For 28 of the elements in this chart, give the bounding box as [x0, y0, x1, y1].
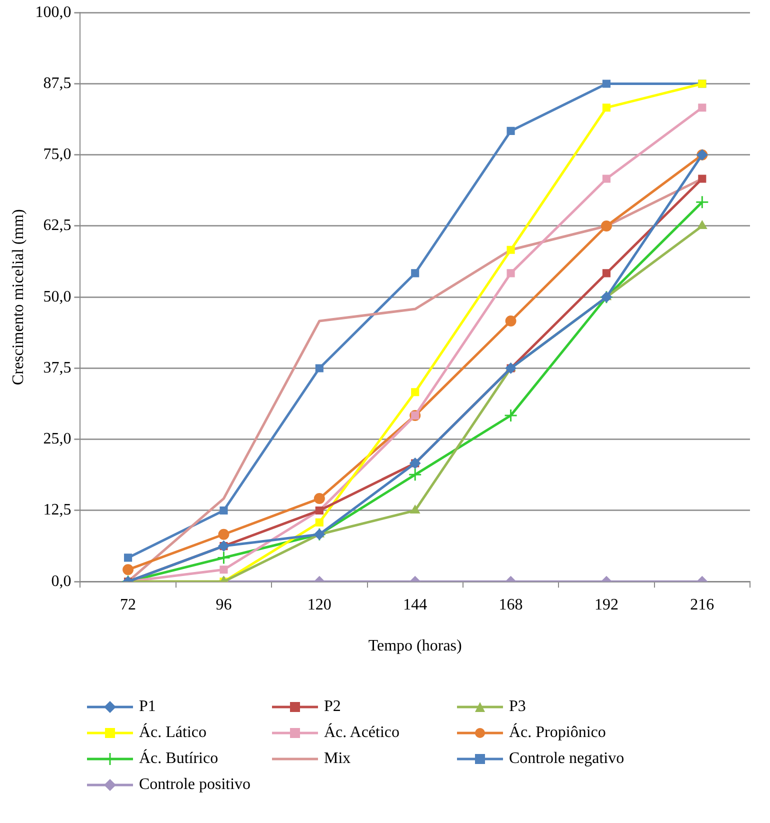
legend-label: P1 — [139, 698, 156, 716]
legend-label: Ác. Lático — [139, 724, 207, 742]
y-tick-label: 12,5 — [43, 502, 72, 519]
legend-label: Ác. Butírico — [139, 750, 218, 768]
x-tick-label: 96 — [216, 596, 232, 614]
legend-label: Mix — [324, 750, 351, 768]
x-tick-label: 192 — [594, 596, 618, 614]
y-tick-label: 87,5 — [43, 74, 72, 92]
y-tick-label: 37,5 — [43, 359, 72, 376]
y-tick-label: 0,0 — [51, 572, 72, 590]
x-tick-label: 144 — [403, 596, 428, 614]
y-tick-label: 62,5 — [43, 217, 72, 234]
legend-label: Ác. Acético — [324, 724, 400, 742]
y-tick-label: 75,0 — [43, 146, 72, 164]
y-tick-label: 100,0 — [35, 4, 72, 21]
x-tick-label: 72 — [120, 596, 136, 614]
x-tick-label: 168 — [498, 596, 523, 614]
legend-label: Controle negativo — [509, 750, 624, 768]
legend-label: P3 — [509, 698, 526, 716]
legend-label: P2 — [324, 698, 341, 716]
y-axis-title: Crescimento micelial (mm) — [10, 209, 27, 386]
x-tick-label: 216 — [690, 596, 714, 614]
legend-label: Controle positivo — [139, 776, 251, 794]
x-tick-label: 120 — [307, 596, 332, 614]
x-axis-title: Tempo (horas) — [368, 638, 462, 655]
y-tick-label: 25,0 — [43, 430, 72, 448]
legend-label: Ác. Propiônico — [509, 724, 606, 742]
y-tick-label: 50,0 — [43, 288, 72, 306]
